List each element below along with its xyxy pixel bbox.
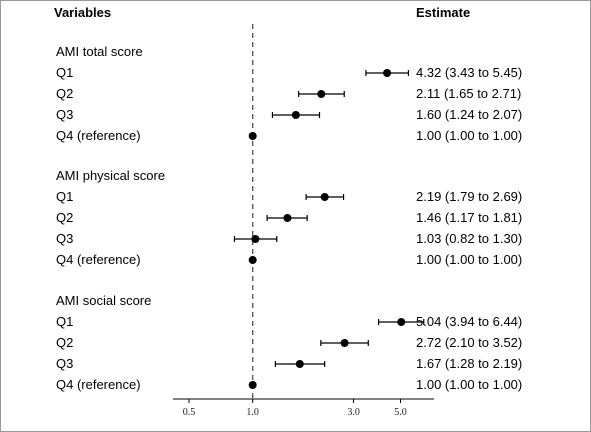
- x-tick-label: 5.0: [394, 407, 407, 418]
- row-label: Q1: [56, 189, 73, 204]
- estimate-text: 1.00 (1.00 to 1.00): [416, 252, 522, 267]
- estimate-text: 1.60 (1.24 to 2.07): [416, 107, 522, 122]
- estimate-header: Estimate: [416, 5, 470, 20]
- estimate-text: 1.03 (0.82 to 1.30): [416, 231, 522, 246]
- estimate-text: 1.67 (1.28 to 2.19): [416, 356, 522, 371]
- variables-header: Variables: [54, 5, 111, 20]
- x-tick-label: 1.0: [246, 407, 259, 418]
- x-tick-label: 3.0: [347, 407, 360, 418]
- estimate-point: [248, 256, 257, 264]
- group-label: AMI social score: [56, 293, 151, 308]
- x-tick-label: 0.5: [183, 407, 196, 418]
- row-label: Q3: [56, 107, 73, 122]
- estimate-text: 2.19 (1.79 to 2.69): [416, 189, 522, 204]
- row-label: Q2: [56, 210, 73, 225]
- estimate-point: [248, 381, 257, 389]
- row-label: Q4 (reference): [56, 128, 141, 143]
- row-label: Q4 (reference): [56, 377, 141, 392]
- estimate-text: 2.11 (1.65 to 2.71): [416, 86, 521, 101]
- row-label: Q4 (reference): [56, 252, 141, 267]
- estimate-point: [397, 318, 406, 326]
- estimate-point: [248, 132, 257, 140]
- estimate-point: [283, 214, 292, 222]
- row-label: Q2: [56, 86, 73, 101]
- estimate-text: 2.72 (2.10 to 3.52): [416, 335, 522, 350]
- estimate-text: 1.46 (1.17 to 1.81): [416, 210, 522, 225]
- estimate-point: [295, 360, 304, 368]
- row-label: Q3: [56, 356, 73, 371]
- estimate-point: [317, 90, 326, 98]
- estimate-text: 5.04 (3.94 to 6.44): [416, 314, 522, 329]
- group-label: AMI physical score: [56, 168, 165, 183]
- estimate-point: [340, 339, 349, 347]
- estimate-point: [383, 69, 392, 77]
- row-label: Q1: [56, 65, 73, 80]
- row-label: Q3: [56, 231, 73, 246]
- estimate-point: [251, 235, 260, 243]
- estimate-text: 1.00 (1.00 to 1.00): [416, 377, 522, 392]
- row-label: Q2: [56, 335, 73, 350]
- group-label: AMI total score: [56, 44, 143, 59]
- estimate-text: 4.32 (3.43 to 5.45): [416, 65, 522, 80]
- estimate-point: [320, 193, 329, 201]
- row-label: Q1: [56, 314, 73, 329]
- estimate-text: 1.00 (1.00 to 1.00): [416, 128, 522, 143]
- estimate-point: [291, 111, 300, 119]
